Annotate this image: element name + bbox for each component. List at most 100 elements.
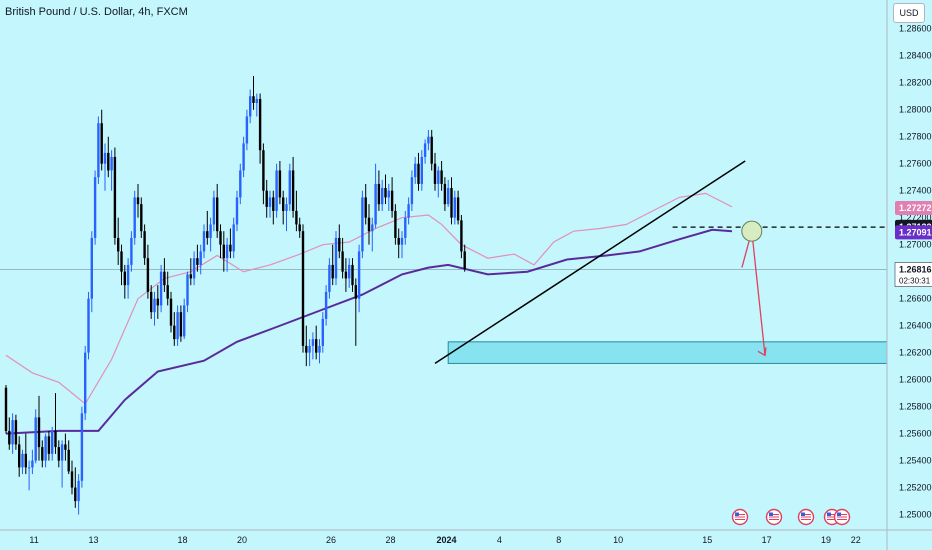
candle-body (450, 187, 453, 218)
candle-body (371, 224, 374, 232)
candle (34, 409, 37, 464)
candle-body (123, 271, 126, 286)
candle-body (80, 413, 84, 481)
candle-body (51, 430, 54, 454)
candle-body (437, 170, 440, 184)
candle-body (189, 274, 192, 279)
candle (93, 170, 97, 245)
candle-countdown: 02:30:31 (899, 277, 931, 286)
candle-body (331, 264, 334, 279)
candle-body (265, 190, 268, 207)
candle (348, 258, 351, 288)
candle (334, 231, 338, 286)
candle-body (77, 480, 80, 502)
candle-body (14, 420, 18, 445)
candle (4, 385, 8, 434)
y-tick-label: 1.27800 (899, 132, 932, 142)
candle-body (107, 152, 110, 171)
candle (196, 244, 199, 272)
candle (199, 244, 202, 275)
candle-body (381, 187, 384, 205)
x-tick-label: 17 (762, 535, 772, 545)
candle (235, 190, 239, 232)
candle (130, 231, 133, 272)
candle-body (60, 444, 64, 461)
candle-body (70, 471, 74, 488)
candle (216, 183, 219, 238)
calendar-flag-icon[interactable] (731, 508, 749, 526)
candle (107, 136, 110, 178)
candle (173, 312, 176, 346)
candle-body (44, 436, 47, 461)
candle-body (169, 298, 173, 326)
candle (338, 224, 341, 259)
y-tick-label: 1.26000 (899, 375, 932, 385)
candle (357, 244, 361, 313)
x-tick-label: 20 (237, 535, 247, 545)
candle (245, 109, 249, 151)
candle (60, 440, 64, 488)
candle-body (47, 436, 51, 454)
calendar-flag-icon[interactable] (765, 508, 783, 526)
candle-body (443, 183, 447, 205)
y-tick-label: 1.28600 (899, 24, 932, 34)
candle-body (21, 453, 24, 468)
us-flag-icon[interactable] (797, 508, 815, 526)
candle (410, 170, 414, 211)
y-tick-label: 1.25800 (899, 402, 932, 412)
candle (417, 152, 420, 191)
candle (169, 291, 173, 333)
candle-body (291, 170, 295, 211)
candle (64, 433, 67, 461)
candle-body (407, 204, 410, 218)
x-tick-label: 11 (29, 535, 38, 545)
candle (308, 339, 311, 367)
candle-body (229, 244, 232, 252)
x-tick-label: 22 (851, 535, 861, 545)
candle (456, 190, 460, 225)
candle (54, 393, 57, 454)
candle-body (364, 197, 367, 218)
currency-selector[interactable]: USD (893, 3, 925, 23)
y-tick-label: 1.26600 (899, 294, 932, 304)
candle (179, 305, 183, 342)
candle-body (163, 271, 166, 286)
candle (176, 305, 179, 346)
candle-body (288, 170, 291, 205)
us-flag-icon[interactable] (833, 508, 851, 526)
candle (285, 197, 288, 232)
candle (192, 251, 196, 286)
x-tick-label: 19 (821, 535, 831, 545)
candle-body (64, 444, 67, 450)
candle-body (278, 170, 282, 198)
candle-body (150, 291, 153, 313)
candle (252, 75, 255, 110)
candle (84, 345, 87, 421)
price-badge-label: 1.27091 (899, 227, 932, 237)
y-tick-label: 1.27400 (899, 186, 932, 196)
candle (258, 93, 262, 164)
x-tick-label: 13 (88, 535, 98, 545)
candle-body (301, 231, 305, 346)
candle (183, 298, 186, 340)
candle (268, 190, 272, 218)
candle (209, 217, 212, 252)
candle-body (31, 460, 34, 468)
candle (189, 258, 192, 286)
candle-body (206, 231, 209, 238)
candle (229, 228, 232, 259)
candle (11, 413, 14, 454)
candle-body (321, 318, 324, 346)
candle-body (262, 150, 265, 191)
candle-body (367, 217, 371, 232)
y-tick-label: 1.28400 (899, 51, 932, 61)
y-tick-label: 1.27000 (899, 240, 932, 250)
candle (291, 156, 295, 218)
candle-body (156, 298, 159, 306)
last-price-value: 1.26816 (899, 265, 932, 275)
x-tick-label: 4 (497, 535, 502, 545)
candle (249, 89, 252, 124)
candle (136, 183, 140, 218)
candle (117, 217, 120, 265)
